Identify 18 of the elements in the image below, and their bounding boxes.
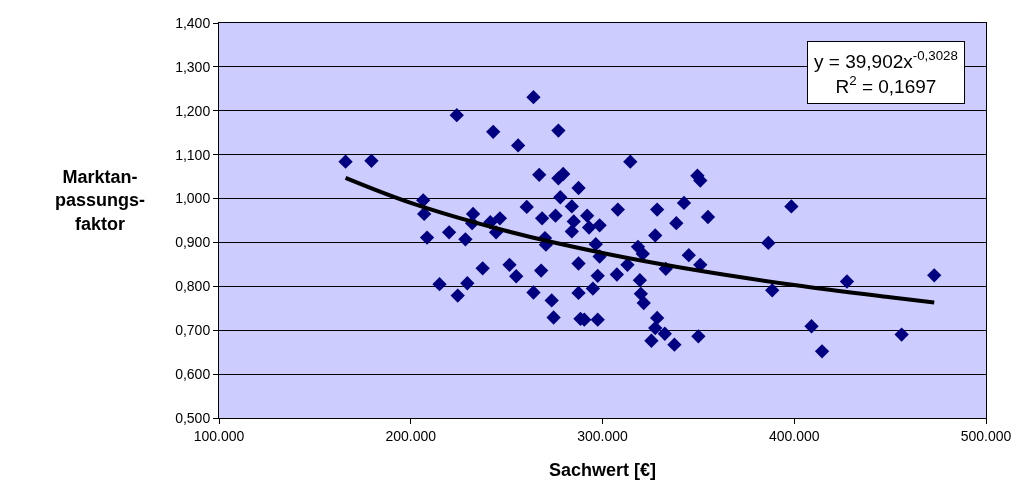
y-tick-label: 1,100 — [175, 146, 211, 163]
x-tick-label: 400.000 — [768, 427, 820, 444]
x-axis-title: Sachwert [€] — [548, 459, 657, 480]
text: y = 39,902x$^{-0,3028}$ R$^{2}$ = 0,1697 — [814, 48, 958, 97]
x-tick-label: 100.000 — [193, 427, 245, 444]
x-tick-label: 300.000 — [577, 427, 629, 444]
x-tick-label: 200.000 — [385, 427, 437, 444]
y-tick-label: 1,200 — [175, 102, 211, 119]
y-tick-label: 0,900 — [175, 234, 211, 251]
y-tick-label: 1,300 — [175, 58, 211, 75]
x-tick-label: 500.000 — [960, 427, 1012, 444]
y-tick-label: 1,400 — [175, 14, 211, 31]
y-tick-label: 0,700 — [175, 322, 211, 339]
y-axis-title: Marktan- passungs- faktor — [55, 167, 146, 234]
y-tick-label: 0,600 — [175, 366, 211, 383]
y-tick-label: 0,500 — [175, 409, 211, 426]
y-tick-label: 1,000 — [175, 190, 211, 207]
y-tick-label: 0,800 — [175, 278, 211, 295]
